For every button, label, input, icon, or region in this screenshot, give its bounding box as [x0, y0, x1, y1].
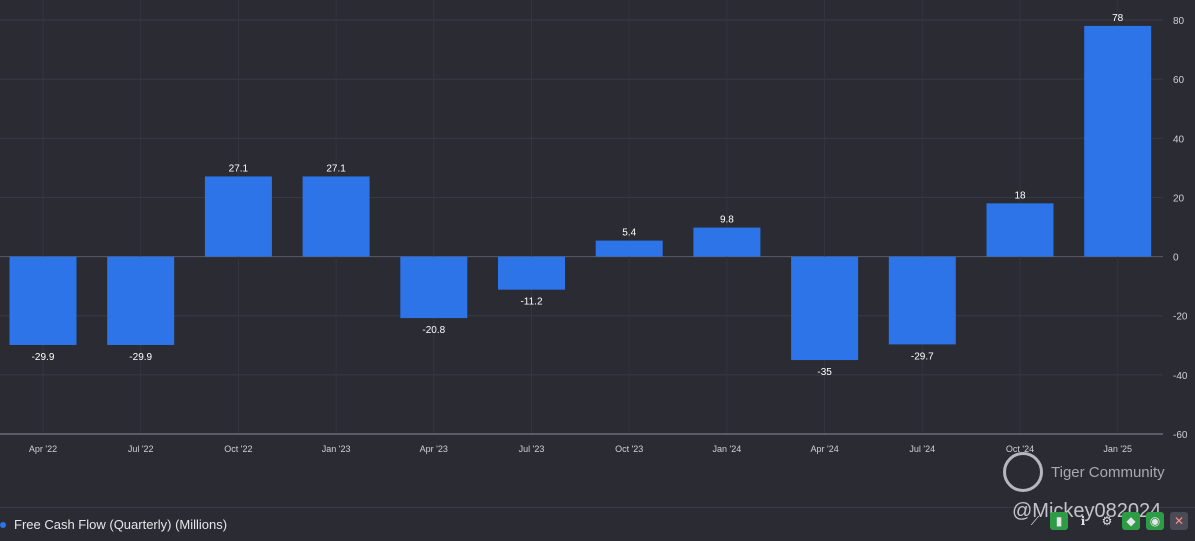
bar-value-label: -20.8	[422, 325, 445, 336]
y-tick-label: 40	[1173, 134, 1185, 145]
x-tick-label: Jul '23	[519, 444, 545, 454]
y-tick-label: 60	[1173, 75, 1185, 86]
bar	[9, 256, 77, 345]
y-tick-label: -60	[1173, 430, 1188, 441]
bar	[498, 256, 565, 290]
bar-chart-icon[interactable]: ▮	[1050, 512, 1068, 530]
bar	[986, 203, 1054, 257]
eye-icon[interactable]: ◉	[1146, 512, 1164, 530]
y-tick-label: -40	[1173, 371, 1188, 382]
bar-value-label: 18	[1014, 190, 1026, 201]
bar	[400, 256, 468, 319]
bar-value-label: 5.4	[622, 228, 636, 239]
bar	[791, 256, 859, 361]
tiger-logo-icon	[1003, 452, 1043, 492]
bar	[595, 240, 663, 257]
y-tick-label: 0	[1173, 253, 1179, 264]
bar	[888, 256, 956, 345]
bar	[204, 176, 272, 257]
x-tick-label: Oct '22	[224, 444, 252, 454]
bar	[693, 227, 761, 257]
x-tick-label: Jul '22	[128, 444, 154, 454]
bar-chart: 80 60 40 20 0 -20 -40 -60 -29.9 Apr '22 -29.9 Jul '…	[0, 0, 1188, 454]
bar-value-label: 9.8	[720, 215, 734, 226]
legend: Free Cash Flow (Quarterly) (Millions)	[0, 507, 1195, 541]
x-tick-label: Jul '24	[909, 444, 935, 454]
watermark-brand: Tiger Community	[1003, 452, 1193, 496]
x-tick-label: Apr '22	[29, 444, 57, 454]
x-tick-label: Oct '23	[615, 444, 643, 454]
x-tick-label: Apr '23	[420, 444, 448, 454]
y-tick-label: 80	[1173, 16, 1185, 27]
x-tick-label: Oct '24	[1006, 444, 1034, 454]
line-chart-icon[interactable]: ⟋	[1030, 513, 1040, 528]
tag-icon[interactable]: ◆	[1122, 512, 1140, 530]
x-tick-label: Jan '25	[1103, 444, 1132, 454]
bar-value-label: 78	[1112, 13, 1124, 24]
bar	[1084, 25, 1152, 257]
x-tick-label: Jan '24	[713, 444, 742, 454]
bar-value-label: -29.9	[129, 352, 152, 363]
chart-toolbar: ⟋ ▮ ℹ ⚙ ◆ ◉ ✕	[1026, 510, 1188, 532]
x-tick-label: Apr '24	[810, 444, 838, 454]
y-tick-label: 20	[1173, 193, 1185, 204]
gear-icon[interactable]: ⚙	[1101, 514, 1113, 528]
bar	[302, 176, 370, 257]
legend-label: Free Cash Flow (Quarterly) (Millions)	[14, 517, 228, 532]
y-tick-label: -20	[1173, 312, 1188, 323]
bar-value-label: 27.1	[326, 163, 346, 174]
x-tick-label: Jan '23	[322, 444, 351, 454]
info-icon[interactable]: ℹ	[1080, 514, 1086, 528]
bar-value-label: 27.1	[229, 163, 249, 174]
bar-value-label: -11.2	[520, 297, 542, 308]
watermark-brand-text: Tiger Community	[1051, 464, 1165, 481]
bar-value-label: -35	[817, 367, 832, 378]
bar-value-label: -29.9	[32, 352, 55, 363]
legend-marker	[0, 521, 6, 528]
bar-value-label: -29.7	[911, 351, 934, 362]
close-icon[interactable]: ✕	[1170, 512, 1188, 530]
bar	[107, 256, 175, 345]
